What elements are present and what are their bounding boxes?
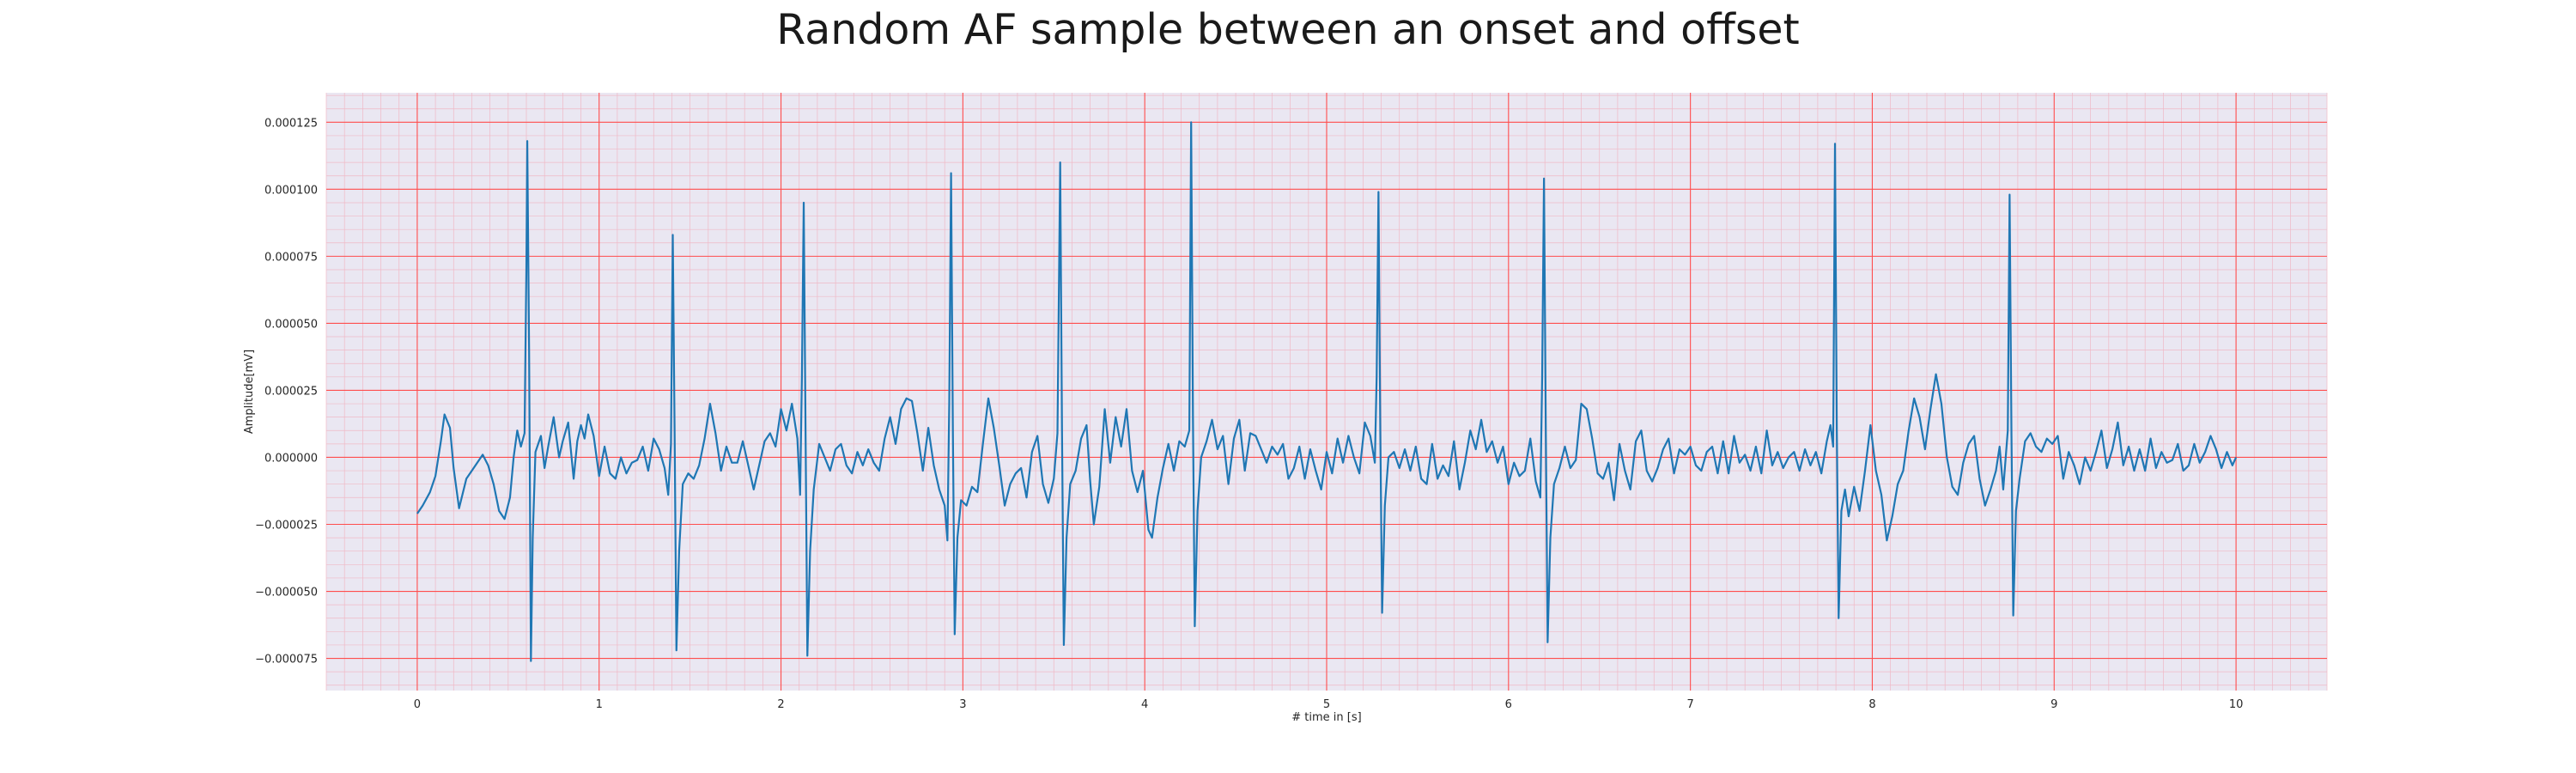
major-grid — [326, 93, 2327, 691]
x-tick-label: 7 — [1686, 698, 1693, 711]
y-tick-label: −0.000050 — [255, 587, 318, 600]
y-tick-label: −0.000075 — [255, 654, 318, 666]
x-tick-label: 6 — [1505, 698, 1512, 711]
x-axis-label: # time in [s] — [1291, 711, 1361, 724]
y-tick-label: 0.000125 — [264, 117, 318, 130]
x-axis-ticks: 0 1 2 3 4 5 6 7 8 9 10 — [414, 698, 2244, 711]
chart-title: Random AF sample between an onset and of… — [776, 5, 1800, 54]
x-tick-label: 0 — [414, 698, 421, 711]
x-tick-label: 1 — [596, 698, 603, 711]
y-tick-label: 0.000025 — [264, 385, 318, 398]
x-tick-label: 10 — [2229, 698, 2244, 711]
x-tick-label: 2 — [777, 698, 784, 711]
y-axis-ticks: −0.000075 −0.000050 −0.000025 0.000000 0.000… — [255, 117, 318, 666]
ecg-signal-line — [416, 121, 2238, 662]
y-tick-label: 0.000050 — [264, 318, 318, 331]
y-tick-label: 0.000100 — [264, 184, 318, 197]
x-tick-label: 3 — [959, 698, 966, 711]
y-axis-label: Amplitude[mV] — [243, 350, 256, 434]
x-tick-label: 9 — [2050, 698, 2057, 711]
x-tick-label: 8 — [1868, 698, 1875, 711]
x-tick-label: 5 — [1323, 698, 1330, 711]
y-tick-label: −0.000025 — [255, 519, 318, 532]
y-tick-label: 0.000075 — [264, 251, 318, 264]
x-tick-label: 4 — [1141, 698, 1148, 711]
series-layer — [416, 121, 2238, 662]
y-tick-label: 0.000000 — [264, 452, 318, 465]
